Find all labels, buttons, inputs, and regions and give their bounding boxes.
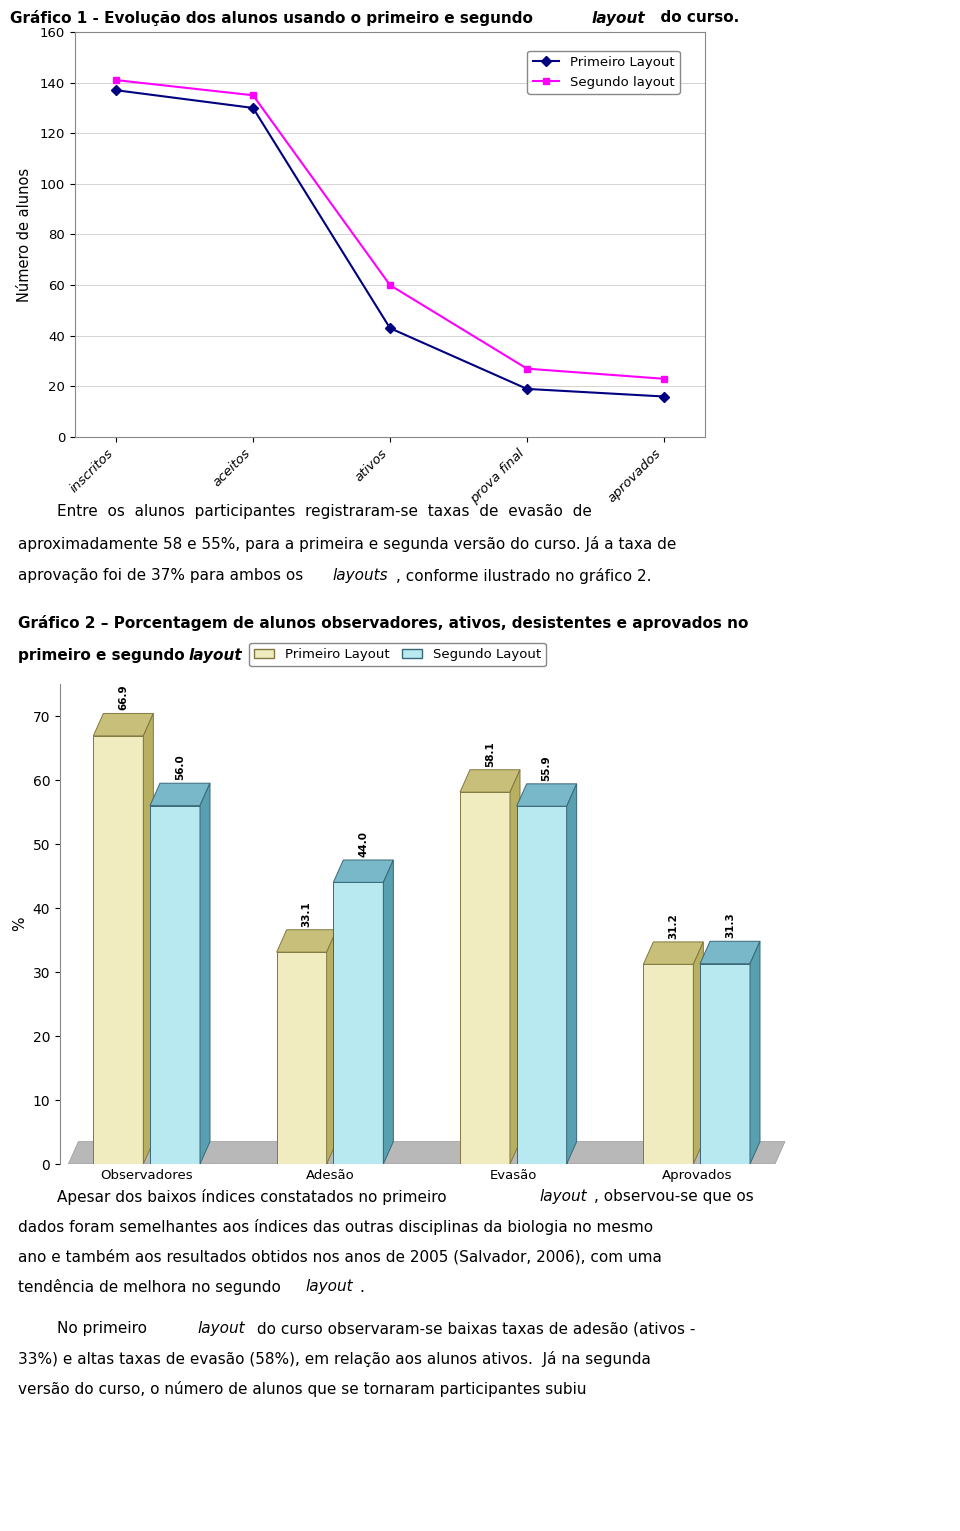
Y-axis label: %: % [12, 917, 27, 931]
Polygon shape [276, 952, 326, 1164]
Text: do curso observaram-se baixas taxas de adesão (ativos -: do curso observaram-se baixas taxas de a… [252, 1321, 695, 1337]
Polygon shape [516, 807, 566, 1164]
Text: aprovação foi de 37% para ambos os: aprovação foi de 37% para ambos os [18, 568, 308, 583]
Text: Gráfico 2 – Porcentagem de alunos observadores, ativos, desistentes e aprovados : Gráfico 2 – Porcentagem de alunos observ… [18, 615, 749, 631]
Segundo layout [659, 369, 670, 387]
Polygon shape [700, 942, 760, 963]
Polygon shape [750, 942, 760, 1164]
Text: do curso.: do curso. [650, 11, 739, 26]
Text: dados foram semelhantes aos índices das outras disciplinas da biologia no mesmo: dados foram semelhantes aos índices das … [18, 1219, 653, 1236]
Text: layout: layout [189, 648, 243, 663]
Line: Primeiro Layout: Primeiro Layout [112, 87, 667, 400]
Text: Entre  os  alunos  participantes  registraram-se  taxas  de  evasão  de: Entre os alunos participantes registrara… [18, 505, 592, 519]
Text: 55.9: 55.9 [541, 755, 552, 781]
Segundo layout [248, 86, 259, 104]
Polygon shape [200, 784, 210, 1164]
Text: ano e também aos resultados obtidos nos anos de 2005 (Salvador, 2006), com uma: ano e também aos resultados obtidos nos … [18, 1249, 661, 1265]
Polygon shape [700, 963, 750, 1164]
Polygon shape [383, 860, 394, 1164]
Polygon shape [326, 929, 337, 1164]
Text: 31.2: 31.2 [668, 912, 679, 939]
Polygon shape [68, 1142, 785, 1164]
Legend: Primeiro Layout, Segundo Layout: Primeiro Layout, Segundo Layout [249, 643, 546, 666]
Text: 44.0: 44.0 [358, 831, 369, 857]
Polygon shape [510, 770, 520, 1164]
Text: , conforme ilustrado no gráfico 2.: , conforme ilustrado no gráfico 2. [396, 568, 651, 583]
Text: layout: layout [591, 11, 645, 26]
Y-axis label: Número de alunos: Número de alunos [16, 167, 32, 302]
Polygon shape [643, 965, 693, 1164]
Polygon shape [516, 784, 577, 807]
Line: Segundo layout: Segundo layout [112, 77, 667, 383]
Polygon shape [150, 784, 210, 805]
Text: Apesar dos baixos índices constatados no primeiro: Apesar dos baixos índices constatados no… [18, 1190, 451, 1205]
Legend: Primeiro Layout, Segundo layout: Primeiro Layout, Segundo layout [527, 51, 680, 93]
Text: layout: layout [306, 1280, 353, 1295]
Text: 33%) e altas taxas de evasão (58%), em relação aos alunos ativos.  Já na segunda: 33%) e altas taxas de evasão (58%), em r… [18, 1350, 651, 1367]
Text: layouts: layouts [333, 568, 389, 583]
Polygon shape [143, 713, 154, 1164]
Text: 33.1: 33.1 [301, 900, 312, 926]
Text: .: . [360, 1280, 365, 1295]
Text: 56.0: 56.0 [175, 755, 185, 779]
Primeiro Layout [384, 318, 396, 337]
Text: Gráfico 1 - Evolução dos alunos usando o primeiro e segundo: Gráfico 1 - Evolução dos alunos usando o… [10, 11, 539, 26]
Polygon shape [566, 784, 577, 1164]
Primeiro Layout [659, 387, 670, 406]
Polygon shape [460, 770, 520, 792]
Text: 58.1: 58.1 [485, 741, 495, 767]
Text: 66.9: 66.9 [118, 684, 129, 710]
Text: tendência de melhora no segundo: tendência de melhora no segundo [18, 1278, 286, 1295]
Polygon shape [333, 882, 383, 1164]
Segundo layout [384, 276, 396, 294]
Text: layout: layout [198, 1321, 246, 1337]
Polygon shape [693, 942, 704, 1164]
Polygon shape [276, 929, 337, 952]
Text: layout: layout [540, 1190, 588, 1205]
Text: versão do curso, o número de alunos que se tornaram participantes subiu: versão do curso, o número de alunos que … [18, 1381, 587, 1396]
Polygon shape [643, 942, 704, 965]
Polygon shape [150, 805, 200, 1164]
Text: No primeiro: No primeiro [18, 1321, 152, 1337]
Primeiro Layout [248, 100, 259, 118]
Primeiro Layout [521, 380, 533, 398]
Text: do curso.: do curso. [243, 648, 332, 663]
Text: , observou-se que os: , observou-se que os [593, 1190, 754, 1205]
Polygon shape [93, 736, 143, 1164]
Polygon shape [93, 713, 154, 736]
Segundo layout [521, 360, 533, 378]
Text: 31.3: 31.3 [725, 912, 735, 939]
Polygon shape [460, 792, 510, 1164]
Primeiro Layout [110, 81, 122, 100]
Text: aproximadamente 58 e 55%, para a primeira e segunda versão do curso. Já a taxa d: aproximadamente 58 e 55%, para a primeir… [18, 536, 677, 553]
Text: primeiro e segundo: primeiro e segundo [18, 648, 190, 663]
Polygon shape [333, 860, 394, 882]
Segundo layout [110, 70, 122, 89]
